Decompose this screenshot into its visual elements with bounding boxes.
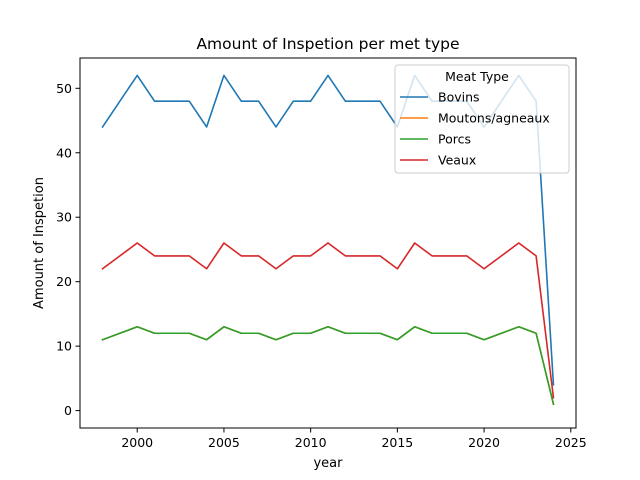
- legend-entry: Bovins: [438, 90, 480, 105]
- y-tick-label: 40: [56, 145, 72, 160]
- x-axis: 2000 2005 2010 2015 2020 2025: [121, 428, 587, 450]
- y-tick-label: 0: [64, 403, 72, 418]
- y-tick-label: 30: [56, 210, 72, 225]
- legend-box: [394, 64, 570, 174]
- x-tick-label: 2010: [295, 435, 327, 450]
- x-tick-label: 2015: [381, 435, 413, 450]
- legend: Meat Type Bovins Moutons/agneaux Porcs Veaux: [394, 64, 570, 174]
- x-tick-label: 2000: [121, 435, 153, 450]
- x-tick-label: 2005: [208, 435, 240, 450]
- series-line-veaux: [101, 242, 555, 399]
- axes-frame: [79, 57, 577, 429]
- x-tick-label: 2020: [468, 435, 500, 450]
- y-tick-label: 10: [56, 339, 72, 354]
- x-tick-label: 2025: [555, 435, 587, 450]
- chart-title: Amount of Inspetion per met type: [196, 35, 459, 53]
- legend-entry: Porcs: [438, 132, 471, 147]
- y-axis-label: Amount of Inspetion: [32, 177, 47, 309]
- y-axis: 0 10 20 30 40 50: [56, 81, 80, 418]
- series-line-porcs: [101, 325, 555, 406]
- legend-title: Meat Type: [445, 69, 509, 84]
- legend-entry: Veaux: [438, 153, 476, 168]
- x-axis-label: year: [313, 456, 343, 471]
- y-tick-label: 20: [56, 274, 72, 289]
- y-tick-label: 50: [56, 81, 72, 96]
- legend-entry: Moutons/agneaux: [438, 111, 550, 126]
